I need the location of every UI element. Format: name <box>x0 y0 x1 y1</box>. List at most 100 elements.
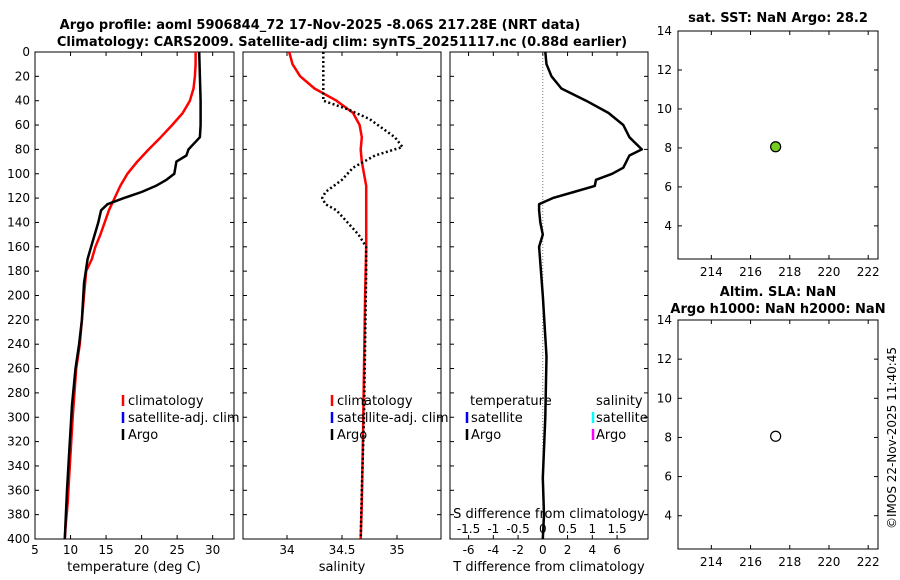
x-tick-label: 2 <box>564 543 572 557</box>
x-tick-label: 216 <box>739 265 762 279</box>
y-tick-label: 60 <box>15 118 30 132</box>
x-tick-label: 34.5 <box>329 543 356 557</box>
x-top-tick-label: -1 <box>487 522 499 536</box>
y-tick-label: 300 <box>7 410 30 424</box>
x-tick-label: 216 <box>739 555 762 569</box>
x-top-tick-label: 0.5 <box>558 522 577 536</box>
y-tick-label: 40 <box>15 94 30 108</box>
y-tick-label: 280 <box>7 386 30 400</box>
x-tick-label: 222 <box>857 265 880 279</box>
x-tick-label: 34 <box>279 543 294 557</box>
x-tick-label: 214 <box>700 265 723 279</box>
x-tick-label: 218 <box>778 555 801 569</box>
y-tick-label: 4 <box>664 509 672 523</box>
legend-header-salinity: salinity <box>596 394 643 409</box>
legend-header-temperature: temperature <box>470 394 552 409</box>
timestamp-footer: ©IMOS 22-Nov-2025 11:40:45 <box>885 347 899 529</box>
y-tick-label: 0 <box>22 45 30 59</box>
sla-map-title-line1: Altim. SLA: NaN <box>720 285 836 300</box>
legend-label-sal-argo: Argo <box>596 428 626 443</box>
y-tick-label: 320 <box>7 435 30 449</box>
salinity-axes <box>242 51 442 540</box>
y-tick-label: 8 <box>664 430 672 444</box>
series-line-climatology <box>63 52 197 540</box>
y-tick-label: 100 <box>7 167 30 181</box>
temperature-legend: climatology satellite-adj. clim Argo <box>121 394 240 443</box>
y-tick-label: 360 <box>7 483 30 497</box>
x-top-tick-label: 1.5 <box>608 522 627 536</box>
difference-xlabel: T difference from climatology <box>452 560 645 575</box>
y-tick-label: 4 <box>664 219 672 233</box>
argo-location-marker <box>770 430 782 442</box>
y-tick-label: 14 <box>657 313 672 327</box>
x-top-tick-label: -0.5 <box>506 522 529 536</box>
series-line-climatology <box>287 51 368 540</box>
salinity-plot: 34 34.5 35 <box>243 51 441 557</box>
x-tick-label: -4 <box>487 543 499 557</box>
legend-label-argo: Argo <box>337 428 367 443</box>
y-tick-label: 200 <box>7 289 30 303</box>
salinity-legend: climatology satellite-adj. clim Argo <box>330 394 449 443</box>
legend-label-climatology: climatology <box>128 394 204 409</box>
y-tick-label: 380 <box>7 508 30 522</box>
y-tick-label: 12 <box>657 352 672 366</box>
x-tick-label: 4 <box>588 543 596 557</box>
legend-label-temp-argo: Argo <box>471 428 501 443</box>
sst-map-title: sat. SST: NaN Argo: 28.2 <box>688 11 868 26</box>
x-top-tick-label: -1.5 <box>457 522 480 536</box>
sst-map-plot: 214 216 218 220 222 4 6 8 10 12 14 <box>657 24 880 279</box>
temperature-plot: 0 20 40 60 80 100 120 140 160 180 200 220 240 260 280 3… <box>7 45 234 557</box>
x-tick-label: -2 <box>512 543 524 557</box>
y-tick-label: 140 <box>7 215 30 229</box>
temperature-axes <box>34 51 235 540</box>
sla-map-plot: 214 216 218 220 222 4 6 8 10 12 14 <box>657 313 880 569</box>
y-tick-label: 180 <box>7 264 30 278</box>
y-tick-label: 340 <box>7 459 30 473</box>
x-tick-label: 214 <box>700 555 723 569</box>
x-tick-label: 220 <box>818 555 841 569</box>
series-line-argo <box>537 51 644 540</box>
series-line-argo <box>63 51 202 540</box>
temperature-xlabel: temperature (deg C) <box>67 560 201 575</box>
x-tick-label: 25 <box>170 543 185 557</box>
y-tick-label: 10 <box>657 391 672 405</box>
x-tick-label: 35 <box>389 543 404 557</box>
x-tick-label: 15 <box>98 543 113 557</box>
y-tick-label: 220 <box>7 313 30 327</box>
argo-location-marker <box>770 141 782 153</box>
difference-axes <box>449 51 649 540</box>
x-tick-label: 5 <box>31 543 39 557</box>
x-tick-label: -6 <box>463 543 475 557</box>
series-line-argo <box>320 52 404 540</box>
y-tick-label: 80 <box>15 142 30 156</box>
x-tick-label: 6 <box>613 543 621 557</box>
y-tick-label: 10 <box>657 102 672 116</box>
y-tick-label: 8 <box>664 141 672 155</box>
x-tick-label: 220 <box>818 265 841 279</box>
x-tick-label: 30 <box>205 543 220 557</box>
y-tick-label: 120 <box>7 191 30 205</box>
legend-label-climatology: climatology <box>337 394 413 409</box>
x-tick-label: 20 <box>134 543 149 557</box>
x-top-tick-label: 1 <box>588 522 596 536</box>
difference-plot: -6 -4 -2 0 2 4 6-1.5 -1 -0.5 0 0.5 1 1.5 <box>450 51 648 557</box>
x-tick-label: 0 <box>539 543 547 557</box>
salinity-xlabel: salinity <box>319 560 366 575</box>
y-tick-label: 260 <box>7 362 30 376</box>
figure-title-line1: Argo profile: aoml 5906844_72 17-Nov-202… <box>60 18 581 33</box>
x-tick-label: 222 <box>857 555 880 569</box>
legend-label-argo: Argo <box>128 428 158 443</box>
figure-title-line2: Climatology: CARS2009. Satellite-adj cli… <box>57 35 627 50</box>
legend-label-temp-satellite: satellite <box>471 411 523 426</box>
y-tick-label: 400 <box>7 532 30 546</box>
legend-label-satellite-adj: satellite-adj. clim <box>128 411 240 426</box>
y-tick-label: 160 <box>7 240 30 254</box>
difference-top-xlabel: S difference from climatology <box>453 507 645 522</box>
y-tick-label: 14 <box>657 24 672 38</box>
sla-map-title-line2: Argo h1000: NaN h2000: NaN <box>670 302 885 317</box>
x-tick-label: 10 <box>63 543 78 557</box>
x-tick-label: 218 <box>778 265 801 279</box>
y-tick-label: 6 <box>664 470 672 484</box>
legend-label-satellite-adj: satellite-adj. clim <box>337 411 449 426</box>
